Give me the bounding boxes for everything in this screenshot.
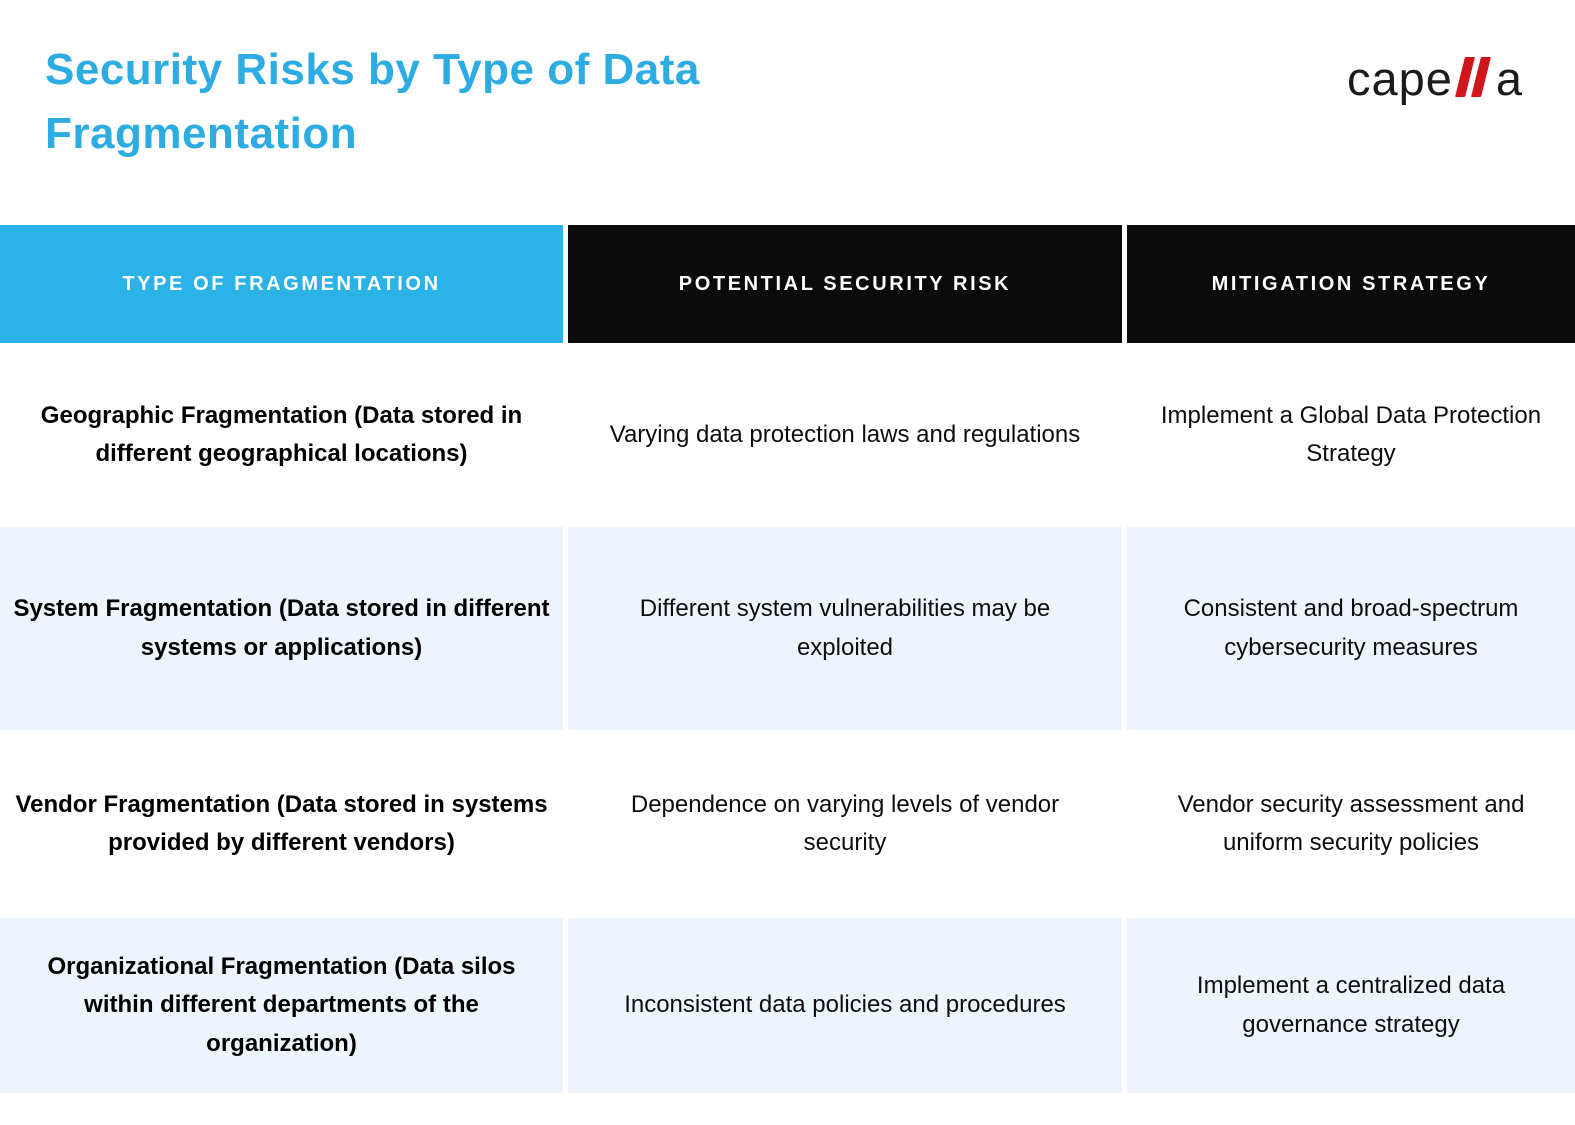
table-cell-risk: Dependence on varying levels of vendor s… bbox=[568, 730, 1122, 918]
logo-text-suffix: a bbox=[1495, 51, 1523, 105]
table-cell-mitigation: Implement a centralized data governance … bbox=[1127, 918, 1575, 1093]
table-cell-risk: Different system vulnerabilities may be … bbox=[568, 527, 1122, 730]
logo-text-prefix: cape bbox=[1346, 51, 1453, 105]
table-cell-risk: Inconsistent data policies and procedure… bbox=[568, 918, 1122, 1093]
table-cell-mitigation: Vendor security assessment and uniform s… bbox=[1127, 730, 1575, 918]
capella-logo: cape a bbox=[1347, 48, 1523, 108]
fragmentation-table: TYPE OF FRAGMENTATION POTENTIAL SECURITY… bbox=[0, 225, 1575, 1093]
table-cell-type: Geographic Fragmentation (Data stored in… bbox=[0, 343, 563, 527]
table-cell-type: Organizational Fragmentation (Data silos… bbox=[0, 918, 563, 1093]
table-cell-mitigation: Consistent and broad-spectrum cybersecur… bbox=[1127, 527, 1575, 730]
logo-slashes-icon bbox=[1454, 57, 1492, 97]
column-header-mitigation-strategy: MITIGATION STRATEGY bbox=[1127, 225, 1575, 343]
page-title: Security Risks by Type of Data Fragmenta… bbox=[45, 45, 700, 158]
column-header-potential-security-risk: POTENTIAL SECURITY RISK bbox=[568, 225, 1122, 343]
table-cell-risk: Varying data protection laws and regulat… bbox=[568, 343, 1122, 527]
table-cell-mitigation: Implement a Global Data Protection Strat… bbox=[1127, 343, 1575, 527]
column-header-type-of-fragmentation: TYPE OF FRAGMENTATION bbox=[0, 225, 563, 343]
logo-slash-icon bbox=[1470, 57, 1491, 97]
table-cell-type: System Fragmentation (Data stored in dif… bbox=[0, 527, 563, 730]
table-cell-type: Vendor Fragmentation (Data stored in sys… bbox=[0, 730, 563, 918]
